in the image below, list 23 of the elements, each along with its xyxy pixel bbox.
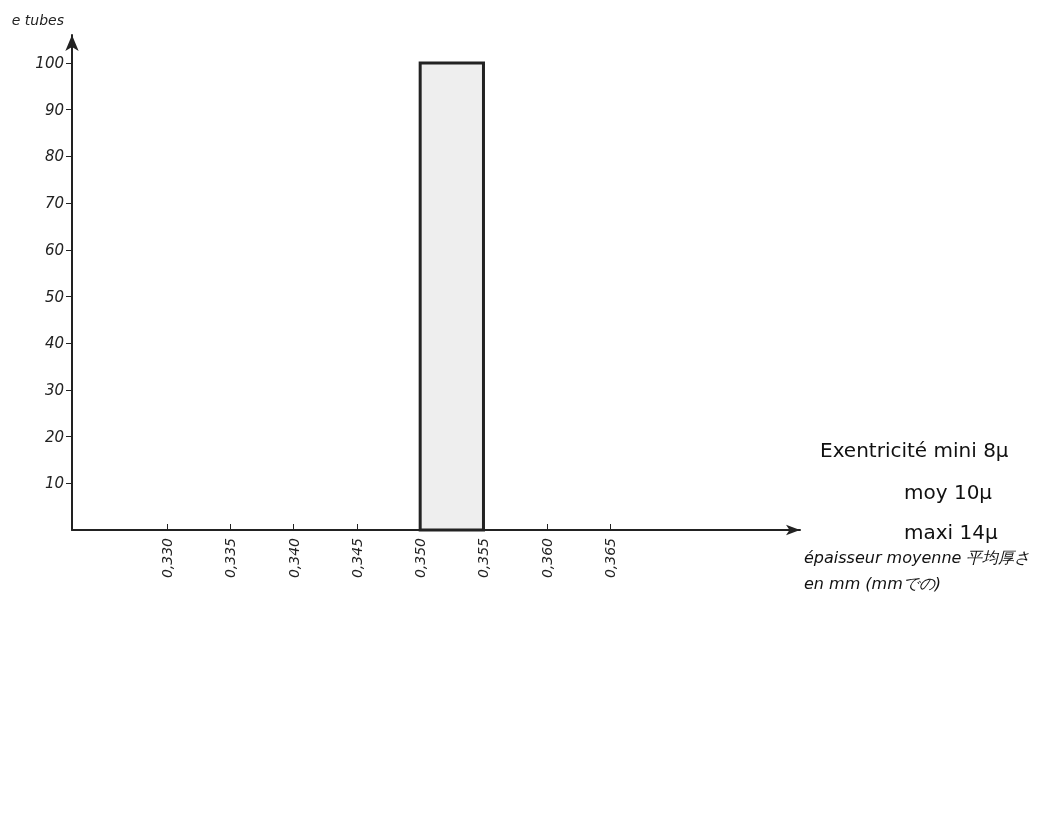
y-tick-label: 30	[44, 380, 64, 399]
y-tick-label: 80	[44, 147, 64, 166]
y-tick-label: 10	[44, 474, 64, 493]
y-tick-label: 100	[35, 54, 64, 73]
x-tick-label: 0,335	[222, 537, 239, 579]
x-tick-label: 0,355	[475, 537, 492, 579]
x-tick-label: 0,340	[285, 537, 302, 579]
x-tick-label: 0,350	[412, 537, 429, 579]
text: Exentricité mini 8µ	[820, 438, 1009, 462]
y-tick-label: 70	[44, 194, 64, 213]
x-tick-label: 0,360	[538, 537, 555, 579]
text: moy 10µ	[904, 480, 993, 504]
y-tick-label: 90	[44, 100, 64, 119]
y-axis-title: e tubes	[11, 12, 64, 28]
x-tick-label: 0,330	[158, 537, 175, 579]
text: maxi 14µ	[904, 520, 998, 544]
y-tick-label: 20	[44, 427, 64, 446]
x-axis-title: épaisseur moyenne 平均厚さ en mm (mmでの)	[804, 547, 1031, 593]
y-tick-label: 40	[44, 334, 64, 353]
y-tick-label: 50	[44, 287, 64, 306]
y-tick-label: 60	[44, 240, 64, 259]
x-tick-label: 0,365	[602, 537, 619, 579]
x-tick-label: 0,345	[348, 537, 365, 579]
